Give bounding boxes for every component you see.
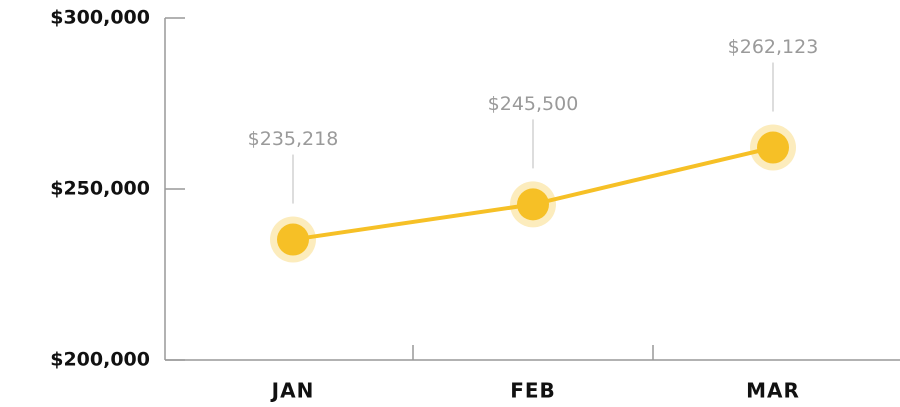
x-tick-label: FEB [510,379,556,403]
x-tick-label: JAN [270,379,315,403]
value-label: $245,500 [488,93,579,115]
y-tick-label: $200,000 [50,349,150,371]
value-label: $262,123 [728,36,819,58]
point [757,131,789,164]
y-tick-label: $300,000 [50,7,150,29]
point [517,188,549,221]
value-label: $235,218 [248,128,339,150]
x-tick-label: MAR [746,379,800,403]
y-tick-label: $250,000 [50,178,150,200]
point [277,223,309,256]
